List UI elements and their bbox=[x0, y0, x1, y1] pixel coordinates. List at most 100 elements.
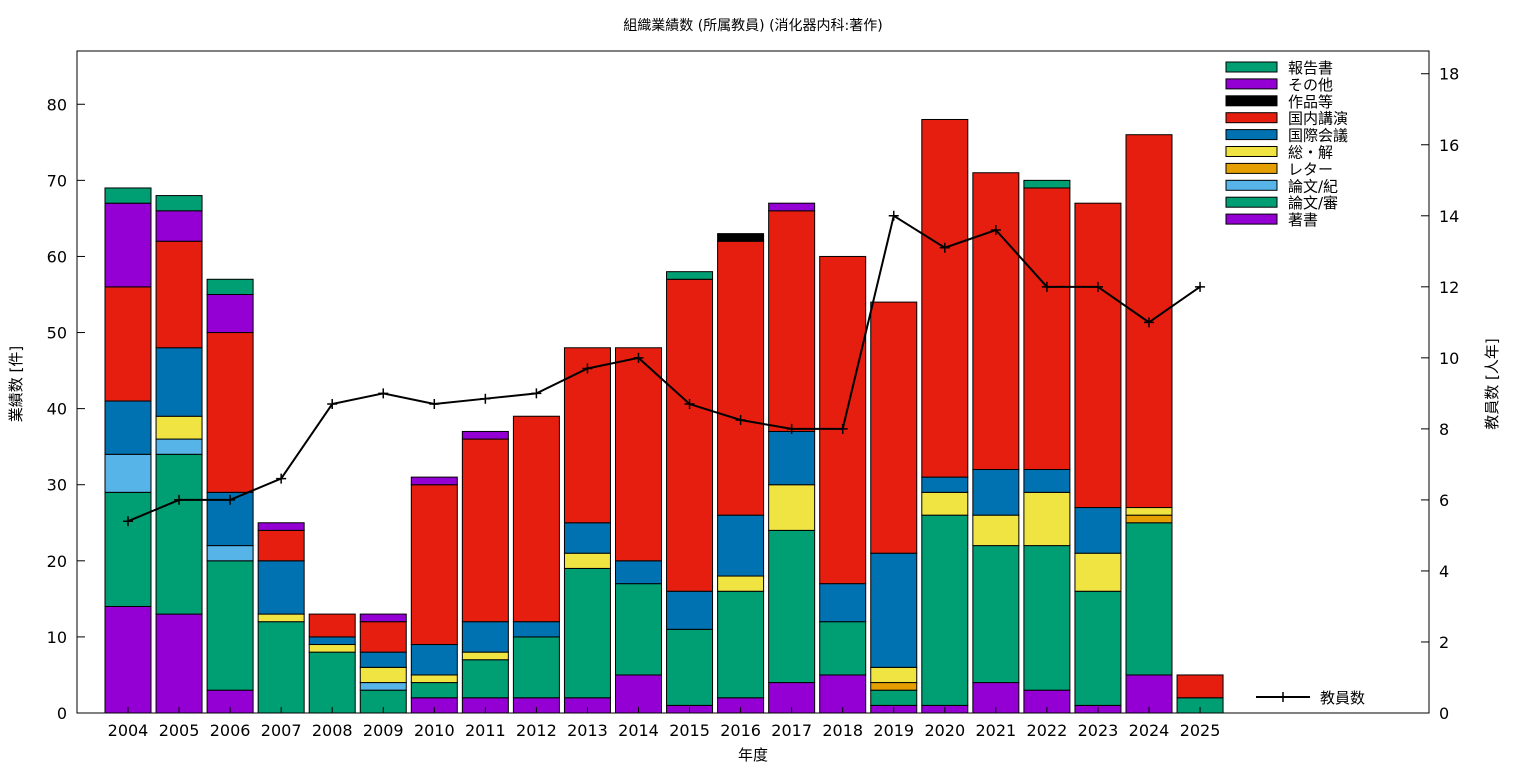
x-tick-label: 2022 bbox=[1027, 721, 1068, 740]
bar-2005-論文/紀 bbox=[155, 438, 203, 455]
bar-2019-論文/審 bbox=[870, 689, 918, 706]
bars-layer bbox=[104, 118, 1224, 714]
legend-swatch bbox=[1225, 146, 1278, 157]
bar-2009-その他 bbox=[359, 613, 407, 623]
faculty-point bbox=[1041, 281, 1052, 292]
bar-2013-論文/審 bbox=[563, 567, 611, 699]
bar-2009-国際会議 bbox=[359, 651, 407, 668]
bar-2008-総・解 bbox=[308, 644, 356, 653]
y2-tick-label: 8 bbox=[1439, 420, 1449, 439]
bar-2022-報告書 bbox=[1023, 179, 1071, 189]
faculty-point bbox=[1195, 281, 1206, 292]
bar-2004-国内講演 bbox=[104, 286, 152, 402]
bar-2005-総・解 bbox=[155, 415, 203, 440]
bar-2012-国内講演 bbox=[512, 415, 560, 623]
faculty-point bbox=[480, 393, 491, 404]
bar-2020-論文/審 bbox=[921, 514, 969, 706]
bar-2020-総・解 bbox=[921, 491, 969, 516]
chart-title: 組織業績数 (所属教員) (消化器内科:著作) bbox=[623, 18, 882, 34]
bar-2023-論文/審 bbox=[1074, 590, 1122, 706]
y2-tick-label: 10 bbox=[1439, 349, 1459, 368]
faculty-point bbox=[735, 415, 746, 426]
x-tick-label: 2008 bbox=[312, 721, 353, 740]
x-tick-label: 2004 bbox=[108, 721, 149, 740]
x-tick-label: 2006 bbox=[210, 721, 251, 740]
y-tick-label: 30 bbox=[47, 476, 67, 495]
bar-2009-国内講演 bbox=[359, 621, 407, 653]
bar-2006-国内講演 bbox=[206, 332, 254, 493]
faculty-point bbox=[429, 399, 440, 410]
bar-2018-論文/審 bbox=[819, 621, 867, 676]
legend-label: その他 bbox=[1288, 76, 1333, 94]
legend-label: 著書 bbox=[1288, 211, 1318, 229]
bar-2021-論文/審 bbox=[972, 545, 1020, 684]
bar-2013-国内講演 bbox=[563, 347, 611, 524]
y2-tick-label: 14 bbox=[1439, 207, 1459, 226]
x-tick-label: 2014 bbox=[618, 721, 659, 740]
bar-2014-国内講演 bbox=[615, 347, 662, 562]
legend-label: 総・解 bbox=[1288, 144, 1333, 162]
bar-2010-論文/審 bbox=[410, 682, 458, 699]
bar-2019-国内講演 bbox=[870, 301, 918, 554]
bar-2017-国際会議 bbox=[768, 430, 816, 486]
bar-2006-報告書 bbox=[206, 278, 254, 295]
faculty-point bbox=[990, 224, 1001, 235]
bar-2024-レター bbox=[1125, 514, 1173, 524]
bar-2004-論文/紀 bbox=[104, 453, 152, 493]
bar-2004-その他 bbox=[104, 202, 152, 288]
x-tick-label: 2020 bbox=[924, 721, 965, 740]
faculty-point bbox=[633, 352, 644, 363]
bar-2025-国内講演 bbox=[1176, 674, 1224, 699]
bar-2010-その他 bbox=[410, 476, 458, 486]
faculty-point bbox=[225, 494, 236, 505]
bar-2015-論文/審 bbox=[666, 628, 714, 706]
bar-2024-論文/審 bbox=[1125, 522, 1173, 676]
bar-2009-総・解 bbox=[359, 666, 407, 684]
legend-swatch bbox=[1225, 112, 1278, 124]
bar-2011-総・解 bbox=[461, 651, 509, 661]
y2-tick-label: 6 bbox=[1439, 491, 1449, 510]
legend-label: 報告書 bbox=[1288, 59, 1333, 77]
bar-2016-論文/審 bbox=[717, 590, 765, 699]
bar-2017-その他 bbox=[768, 202, 816, 212]
bar-2019-国際会議 bbox=[870, 552, 918, 668]
bar-2016-作品等 bbox=[717, 233, 765, 242]
x-tick-label: 2013 bbox=[567, 721, 608, 740]
axes-layer: 0 10 20 30 40 50 60 70 80 0 2 4 6 8 10 12 14 16 18 2004 2005… bbox=[47, 50, 1459, 740]
faculty-point bbox=[582, 363, 593, 374]
bar-2018-国際会議 bbox=[819, 583, 867, 623]
x-tick-label: 2018 bbox=[822, 721, 863, 740]
x-tick-label: 2017 bbox=[771, 721, 812, 740]
faculty-point bbox=[327, 399, 338, 410]
bar-2005-著書 bbox=[155, 613, 203, 714]
faculty-point bbox=[123, 516, 133, 527]
bar-2014-論文/審 bbox=[615, 583, 662, 676]
bar-2010-国際会議 bbox=[410, 644, 458, 676]
bar-2020-国内講演 bbox=[921, 118, 969, 478]
faculty-point bbox=[786, 423, 797, 434]
faculty-point bbox=[378, 388, 389, 399]
legend-swatch bbox=[1225, 95, 1278, 107]
bar-2017-論文/審 bbox=[768, 529, 816, 684]
bar-2019-総・解 bbox=[870, 666, 918, 684]
bar-2016-国際会議 bbox=[717, 514, 765, 577]
faculty-point bbox=[276, 473, 287, 484]
legend-swatch bbox=[1225, 196, 1278, 208]
y-tick-label: 40 bbox=[47, 400, 67, 419]
bar-2010-総・解 bbox=[410, 674, 458, 684]
faculty-line-layer bbox=[123, 210, 1206, 527]
bar-2023-国内講演 bbox=[1074, 202, 1122, 509]
bar-2004-報告書 bbox=[104, 187, 152, 204]
bar-2022-国際会議 bbox=[1023, 469, 1071, 493]
bar-2012-国際会議 bbox=[512, 621, 560, 638]
bar-2009-論文/紀 bbox=[359, 682, 407, 691]
bar-2017-総・解 bbox=[768, 484, 816, 531]
bar-2016-総・解 bbox=[717, 575, 765, 592]
bar-2022-論文/審 bbox=[1023, 545, 1071, 691]
bar-2023-総・解 bbox=[1074, 552, 1122, 592]
legend-swatch bbox=[1225, 162, 1278, 174]
y2-tick-label: 12 bbox=[1439, 278, 1459, 297]
bar-2021-国際会議 bbox=[972, 469, 1020, 516]
bar-2006-論文/紀 bbox=[206, 545, 254, 562]
bar-2011-国際会議 bbox=[461, 621, 509, 653]
